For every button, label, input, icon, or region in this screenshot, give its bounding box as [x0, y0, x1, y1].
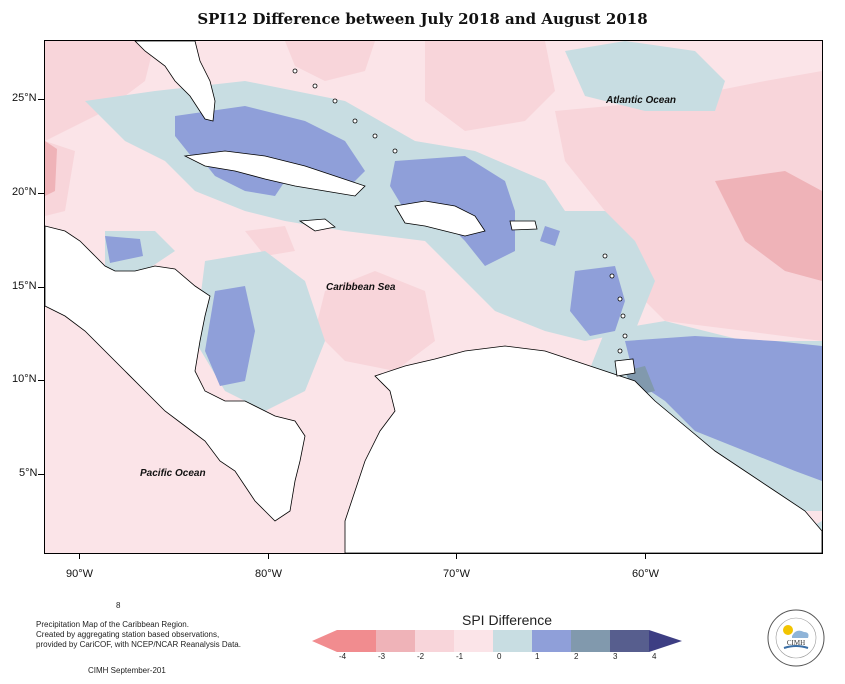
cimh-logo-emblem: CIMH	[767, 609, 825, 667]
lat-label-25: 25°N	[12, 92, 37, 104]
south-america-land	[344, 345, 822, 553]
lon-label-70: 70°W	[443, 568, 471, 580]
x-tick	[268, 553, 269, 559]
lat-label-20: 20°N	[12, 186, 37, 198]
lon-label-60: 60°W	[632, 568, 660, 580]
legend-tick: 2	[574, 652, 579, 661]
legend-tick: -1	[456, 652, 464, 661]
florida-land	[134, 41, 216, 122]
atlantic-ocean-label: Atlantic Ocean	[606, 95, 677, 106]
spi-map	[45, 41, 822, 553]
footer-credit: CIMH September-201	[88, 666, 166, 675]
legend-swatch	[415, 630, 454, 652]
x-tick	[79, 553, 80, 559]
legend-tick: 3	[613, 652, 618, 661]
legend-tick: 4	[652, 652, 657, 661]
legend-swatch	[337, 630, 376, 652]
puerto-rico-land	[509, 220, 538, 231]
footer-line-3: provided by CariCOF, with NCEP/NCAR Rean…	[36, 640, 241, 649]
y-tick	[38, 193, 44, 194]
legend-swatch	[493, 630, 532, 652]
legend-tick: -3	[378, 652, 386, 661]
footer-line-2: Created by aggregating station based obs…	[36, 630, 220, 639]
lat-label-15: 15°N	[12, 280, 37, 292]
lat-label-5: 5°N	[19, 467, 38, 479]
jamaica-land	[298, 218, 336, 232]
cuba-land	[183, 150, 366, 197]
map-title: SPI12 Difference between July 2018 and A…	[197, 10, 648, 28]
y-tick	[38, 474, 44, 475]
legend-swatch	[532, 630, 571, 652]
lon-label-90: 90°W	[66, 568, 94, 580]
caribbean-sea-label: Caribbean Sea	[326, 282, 396, 293]
cimh-logo: CIMH	[766, 608, 826, 668]
x-tick	[456, 553, 457, 559]
hispaniola-land	[394, 200, 486, 237]
central-america-land	[45, 225, 306, 522]
legend-tick: -2	[417, 652, 425, 661]
legend-swatch	[610, 630, 649, 652]
land-masses	[45, 41, 822, 553]
footer-number: 8	[116, 601, 121, 610]
legend-swatch	[454, 630, 493, 652]
y-tick	[38, 287, 44, 288]
legend-title: SPI Difference	[462, 612, 553, 628]
lat-label-10: 10°N	[12, 373, 37, 385]
lon-label-80: 80°W	[255, 568, 283, 580]
legend-colorbar	[312, 630, 682, 652]
y-tick	[38, 99, 44, 100]
legend-tick: 0	[497, 652, 502, 661]
map-panel	[44, 40, 823, 554]
trinidad-land	[614, 358, 636, 377]
y-tick	[38, 380, 44, 381]
legend-tick: -4	[339, 652, 347, 661]
x-tick	[645, 553, 646, 559]
negative-anomaly-zones	[45, 41, 822, 371]
legend-swatch	[571, 630, 610, 652]
pacific-ocean-label: Pacific Ocean	[140, 468, 206, 479]
legend-tick: 1	[535, 652, 540, 661]
legend-arrow-right	[649, 630, 682, 652]
legend-swatch	[376, 630, 415, 652]
legend-arrow-left	[312, 630, 337, 652]
strong-negative-zones	[45, 141, 822, 281]
footer-line-1: Precipitation Map of the Caribbean Regio…	[36, 620, 189, 629]
cimh-logo-text: CIMH	[787, 639, 805, 647]
